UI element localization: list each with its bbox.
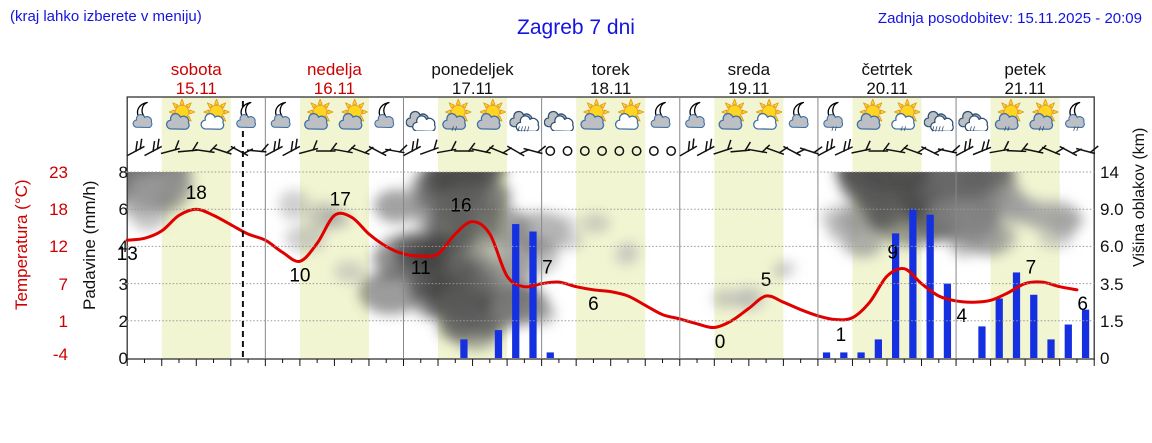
svg-text:7: 7 (1026, 258, 1037, 279)
svg-text:18: 18 (186, 183, 207, 204)
svg-text:1: 1 (836, 325, 847, 346)
svg-text:5: 5 (761, 270, 772, 291)
svg-text:6: 6 (588, 294, 599, 315)
svg-text:4: 4 (957, 306, 968, 327)
svg-text:13: 13 (117, 244, 138, 265)
svg-text:7: 7 (542, 258, 553, 279)
svg-text:11: 11 (411, 258, 431, 279)
svg-text:6: 6 (1077, 294, 1088, 315)
svg-text:17: 17 (330, 189, 351, 210)
svg-text:9: 9 (887, 243, 898, 264)
svg-text:0: 0 (715, 332, 726, 353)
svg-text:16: 16 (450, 196, 471, 217)
